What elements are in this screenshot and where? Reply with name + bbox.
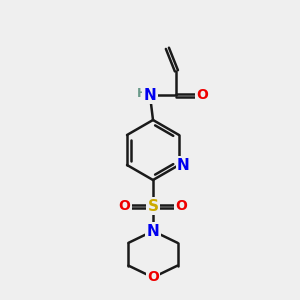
Text: N: N: [177, 158, 190, 172]
Text: H: H: [136, 87, 147, 101]
Text: O: O: [196, 88, 208, 102]
Text: S: S: [148, 199, 158, 214]
Text: O: O: [118, 200, 130, 213]
Text: N: N: [144, 88, 156, 103]
Text: N: N: [147, 224, 159, 238]
Text: O: O: [176, 200, 188, 213]
Text: O: O: [147, 270, 159, 284]
